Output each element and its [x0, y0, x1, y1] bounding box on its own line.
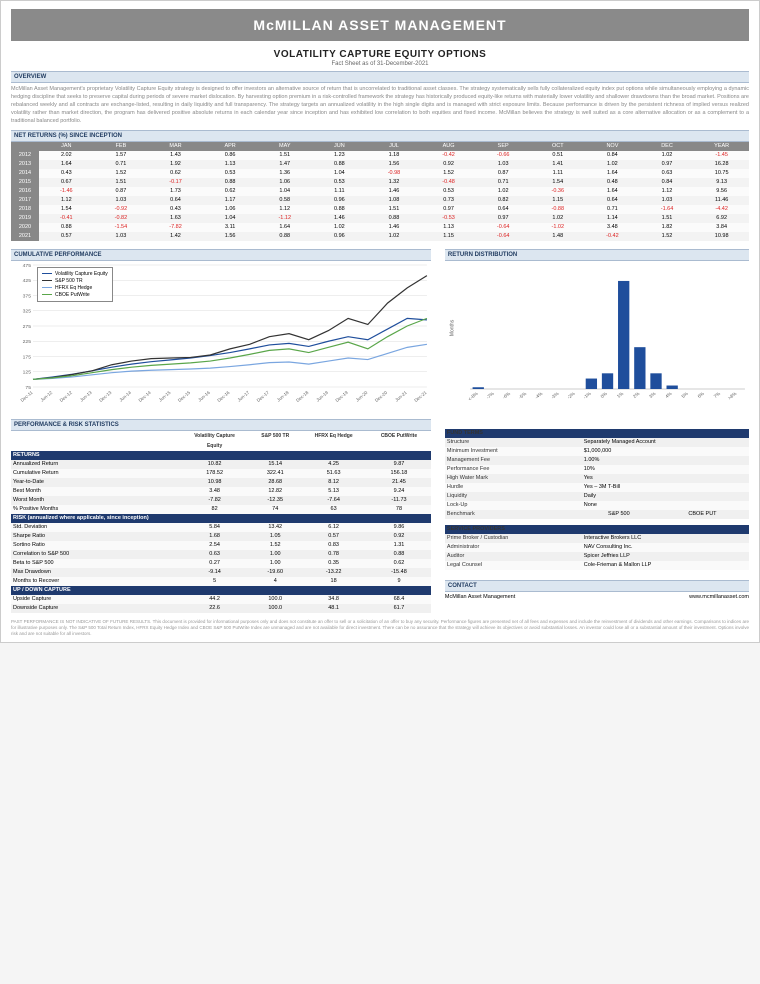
svg-text:Jun-14: Jun-14	[118, 389, 132, 402]
svg-text:325: 325	[23, 309, 32, 315]
svg-text:375: 375	[23, 293, 32, 299]
svg-text:Dec-12: Dec-12	[59, 389, 74, 402]
svg-text:Jun-12: Jun-12	[40, 389, 54, 402]
svg-text:4%: 4%	[664, 391, 673, 399]
chart-legend: Volatility Capture EquityS&P 500 TRHFRX …	[37, 267, 113, 302]
svg-text:>8%: >8%	[727, 391, 738, 401]
footnote: PAST PERFORMANCE IS NOT INDICATIVE OF FU…	[11, 619, 749, 637]
svg-text:175: 175	[23, 354, 32, 360]
company-banner: McMILLAN ASSET MANAGEMENT	[11, 9, 749, 41]
contact-web: www.mcmillanasset.com	[689, 594, 749, 600]
svg-text:Jun-16: Jun-16	[197, 389, 211, 402]
stats-table: Volatility CaptureS&P 500 TRHFRX Eq Hedg…	[11, 431, 431, 613]
svg-text:-3%: -3%	[550, 391, 560, 400]
svg-text:6%: 6%	[697, 391, 706, 399]
svg-text:Jun-18: Jun-18	[276, 389, 290, 402]
svg-text:Dec-14: Dec-14	[138, 389, 153, 402]
svg-text:<-8%: <-8%	[467, 391, 479, 402]
svg-text:-5%: -5%	[518, 391, 528, 400]
cumulative-line-chart: 75125175225275325375425475Dec-11Jun-12De…	[11, 261, 431, 411]
svg-text:275: 275	[23, 324, 32, 330]
svg-text:Jun-21: Jun-21	[394, 389, 408, 402]
cumperf-header: CUMULATIVE PERFORMANCE	[11, 249, 431, 261]
svg-text:475: 475	[23, 263, 32, 269]
svg-text:Dec-15: Dec-15	[177, 389, 192, 402]
return-dist-bar-chart: Months <-8% -7% -6% -5% -4% -3% -2% -1% 0% 1% 2% 3% 4…	[445, 261, 749, 411]
contact-header: CONTACT	[445, 580, 749, 592]
svg-text:0%: 0%	[600, 391, 609, 399]
svg-text:Dec-17: Dec-17	[256, 389, 271, 402]
svg-text:2%: 2%	[632, 391, 641, 399]
svg-text:Dec-19: Dec-19	[334, 389, 349, 402]
svg-text:Dec-18: Dec-18	[295, 389, 310, 402]
svg-text:Dec-13: Dec-13	[98, 389, 113, 402]
svg-text:7%: 7%	[713, 391, 722, 399]
contact-box: McMillan Asset Management www.mcmillanas…	[445, 594, 749, 600]
svg-text:Months: Months	[449, 319, 455, 336]
dist-header: RETURN DISTRIBUTION	[445, 249, 749, 261]
svg-text:3%: 3%	[648, 391, 657, 399]
svg-text:-7%: -7%	[485, 391, 495, 400]
service-table: SERVICE PROVIDERSPrime Broker / Custodia…	[445, 525, 749, 570]
svg-text:Jun-20: Jun-20	[355, 389, 369, 402]
svg-text:-6%: -6%	[501, 391, 511, 400]
svg-text:Jun-19: Jun-19	[315, 389, 329, 402]
overview-header: OVERVIEW	[11, 71, 749, 83]
svg-text:Jun-13: Jun-13	[79, 389, 93, 402]
svg-text:425: 425	[23, 278, 32, 284]
svg-text:1%: 1%	[616, 391, 625, 399]
svg-text:Jun-15: Jun-15	[158, 389, 172, 402]
overview-text: McMillan Asset Management's proprietary …	[11, 86, 749, 126]
doc-title: VOLATILITY CAPTURE EQUITY OPTIONS	[11, 49, 749, 60]
svg-text:Jun-17: Jun-17	[237, 389, 251, 402]
returns-table: JANFEBMARAPRMAYJUNJULAUGSEPOCTNOVDECYEAR…	[11, 142, 749, 241]
svg-text:5%: 5%	[680, 391, 689, 399]
svg-text:Dec-16: Dec-16	[216, 389, 231, 402]
returns-header: NET RETURNS (%) SINCE INCEPTION	[11, 130, 749, 142]
title-box: VOLATILITY CAPTURE EQUITY OPTIONS Fact S…	[11, 49, 749, 67]
svg-text:-2%: -2%	[566, 391, 576, 400]
svg-text:225: 225	[23, 339, 32, 345]
svg-text:-4%: -4%	[534, 391, 544, 400]
terms-table: FUND TERMSStructureSeparately Managed Ac…	[445, 429, 749, 519]
doc-subtitle: Fact Sheet as of 31-December-2021	[11, 61, 749, 67]
svg-text:125: 125	[23, 370, 32, 376]
svg-text:Dec-20: Dec-20	[374, 389, 389, 402]
svg-text:Dec-11: Dec-11	[20, 389, 34, 402]
svg-text:Dec-21: Dec-21	[413, 389, 428, 402]
contact-firm: McMillan Asset Management	[445, 594, 515, 600]
svg-text:-1%: -1%	[582, 391, 592, 400]
stats-header: PERFORMANCE & RISK STATISTICS	[11, 419, 431, 431]
